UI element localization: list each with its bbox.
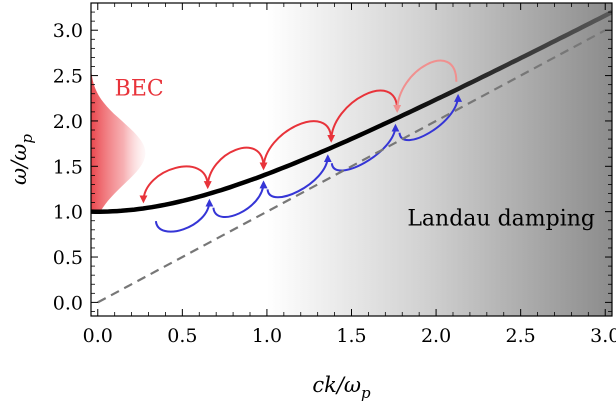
axis-ticks: 0.0 0.5 1.0 1.5 2.0 2.5 3.0 0.0 0.5 1.0 1.5 2.0 2.5 3…	[53, 3, 616, 347]
x-tick-label: 3.0	[590, 325, 616, 347]
red-transition-arc	[393, 59, 458, 113]
blue-transition-arc	[154, 198, 214, 233]
bec-label: BEC	[115, 77, 164, 102]
series-light-line	[97, 29, 606, 304]
y-tick-label: 1.0	[53, 202, 83, 224]
y-tick-label: 3.0	[53, 20, 83, 42]
x-tick-label: 1.5	[336, 325, 366, 347]
blue-transition-arc	[212, 180, 268, 218]
blue-transition-arc	[266, 154, 332, 199]
transition-arrows	[139, 59, 463, 233]
red-transition-arc	[203, 146, 265, 190]
y-tick-label: 1.5	[53, 156, 83, 178]
x-tick-label: 2.0	[421, 325, 451, 347]
red-transition-arc	[139, 165, 209, 204]
x-tick-label: 0.0	[83, 325, 113, 347]
red-transition-arc	[327, 89, 399, 143]
y-tick-label: 0.0	[53, 292, 83, 314]
y-axis-label: ω/ωp	[7, 134, 36, 185]
red-transition-arc	[259, 120, 333, 171]
blue-transition-arc	[330, 123, 400, 172]
bec-distribution	[91, 66, 146, 212]
x-tick-label: 1.0	[252, 325, 282, 347]
y-tick-label: 2.0	[53, 111, 83, 133]
x-tick-label: 2.5	[506, 325, 536, 347]
blue-transition-arc	[398, 93, 463, 141]
y-tick-label: 0.5	[53, 247, 83, 269]
landau-damping-label: Landau damping	[407, 206, 595, 231]
series-dispersion-curve	[91, 10, 612, 214]
landau-damping-region	[266, 3, 612, 316]
x-tick-label: 0.5	[167, 325, 197, 347]
y-tick-label: 2.5	[53, 66, 83, 88]
x-axis-label: ck/ωp	[312, 373, 371, 402]
